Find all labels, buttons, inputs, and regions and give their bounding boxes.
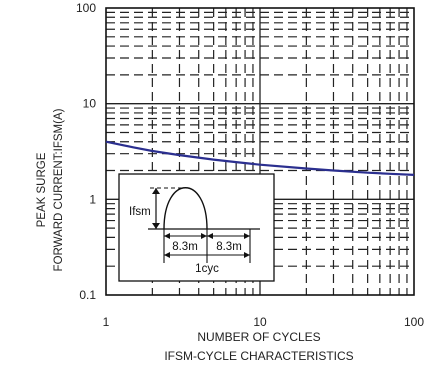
y-tick-label: 100 (76, 1, 96, 15)
series-line-0 (105, 140, 415, 176)
y-tick-label: 0.1 (79, 288, 96, 302)
x-tick-label: 10 (253, 315, 267, 329)
y-axis-label-line1: PEAK SURGE (36, 152, 48, 227)
inset-ifsm-label: Ifsm (129, 206, 151, 218)
inset-box (118, 173, 275, 282)
y-tick-label: 10 (83, 97, 97, 111)
inset-half1-label: 8.3m (172, 241, 198, 253)
x-tick-label: 1 (103, 315, 110, 329)
y-axis-label-line2: FORWARD CURRENT:IFSM(A) (53, 108, 65, 271)
chart-title: IFSM-CYCLE CHARACTERISTICS (164, 349, 353, 363)
inset-half2-label: 8.3m (216, 241, 242, 253)
y-tick-labels: 0.1 1 10 100 (76, 1, 96, 302)
inset-cycle-label: 1cyc (195, 263, 219, 275)
x-tick-label: 100 (404, 315, 424, 329)
series-layer (105, 140, 415, 176)
x-tick-labels: 1 10 100 (103, 315, 425, 329)
plot-frame (105, 7, 415, 296)
inset-diagram: Ifsm 8.3m 8.3m 1cyc (118, 173, 275, 282)
y-tick-label: 1 (89, 192, 96, 206)
x-axis-label: NUMBER OF CYCLES (197, 330, 320, 344)
